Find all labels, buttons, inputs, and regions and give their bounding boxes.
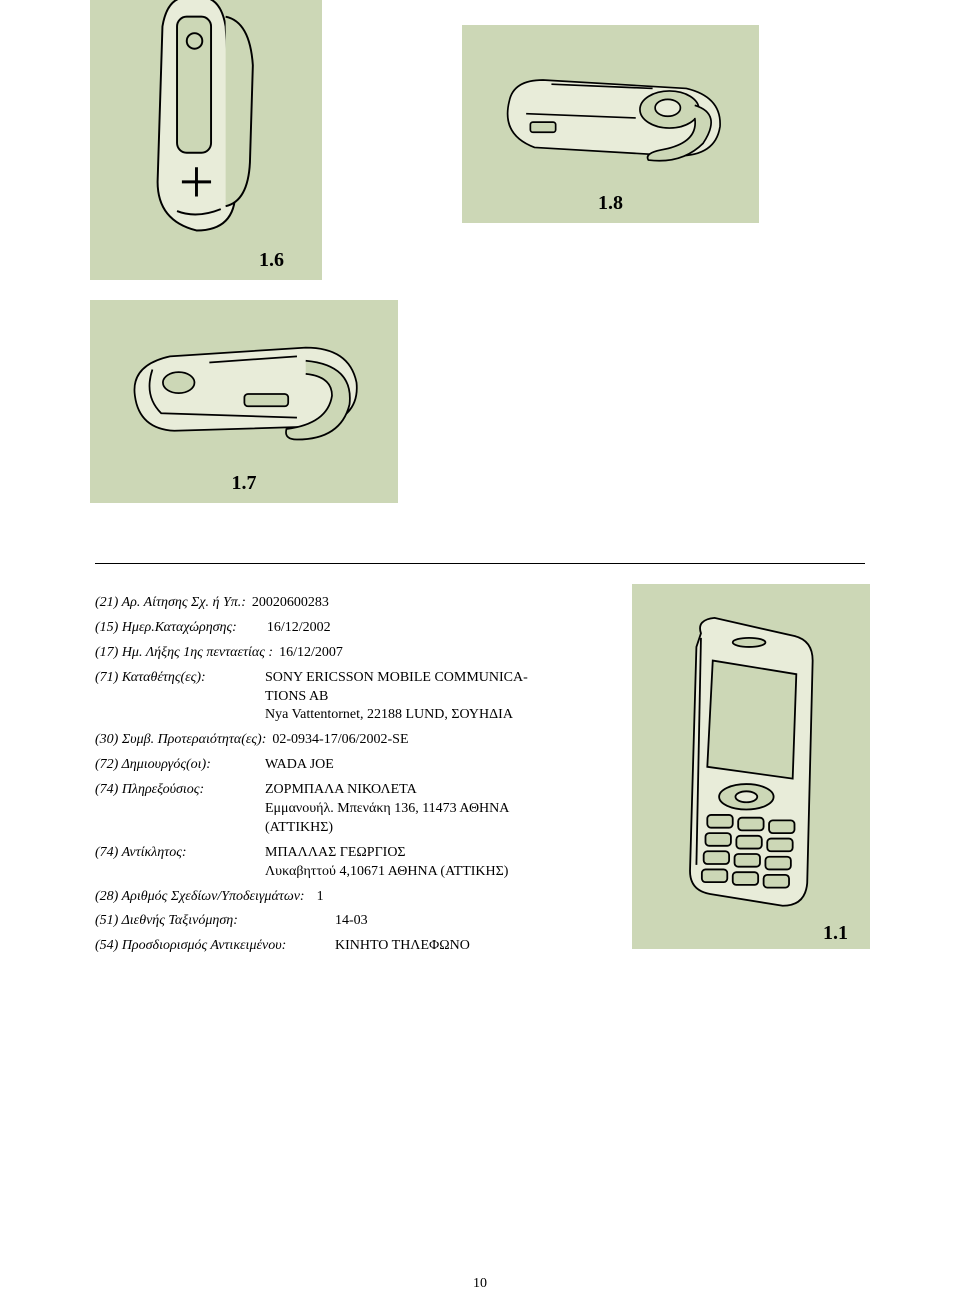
figures-area: 1.6 1.8 [0, 0, 960, 503]
field-71: (71) Καταθέτης(ες): SONY ERICSSON MOBILE… [95, 669, 592, 726]
figure-row-top: 1.6 1.8 [90, 0, 870, 280]
field-30: (30) Συμβ. Προτεραιότητα(ες): 02-0934-17… [95, 731, 592, 750]
field-15-key: (15) Ημερ.Καταχώρησης: [95, 619, 243, 638]
figure-label-1-6: 1.6 [259, 249, 284, 272]
figure-1-7: 1.7 [90, 300, 398, 503]
field-54: (54) Προσδιορισμός Αντικειμένου: ΚΙΝΗΤΟ … [95, 937, 592, 956]
field-74a-line2: Εμμανουήλ. Μπενάκη 136, 11473 ΑΘΗΝΑ [265, 800, 592, 819]
field-51-val: 14-03 [335, 912, 592, 931]
field-74a-line1: ΖΟΡΜΠΑΛΑ ΝΙΚΟΛΕΤΑ [265, 781, 592, 800]
field-51-key: (51) Διεθνής Ταξινόμηση: [95, 912, 335, 931]
field-21-val: 20020600283 [252, 594, 592, 613]
drawing-1-8 [484, 33, 737, 186]
figure-label-1-1: 1.1 [823, 922, 848, 945]
field-21: (21) Αρ. Αίτησης Σχ. ή Υπ.: 20020600283 [95, 594, 592, 613]
field-71-key: (71) Καταθέτης(ες): [95, 669, 265, 726]
field-71-line3: Nya Vattentornet, 22188 LUND, ΣΟΥΗΔΙΑ [265, 706, 592, 725]
field-30-key: (30) Συμβ. Προτεραιότητα(ες): [95, 731, 272, 750]
field-71-line2: TIONS AB [265, 688, 592, 707]
page-number: 10 [0, 1276, 960, 1292]
field-74b: (74) Αντίκλητος: ΜΠΑΛΛΑΣ ΓΕΩΡΓΙΟΣ Λυκαβη… [95, 844, 592, 882]
field-74b-line2: Λυκαβηττού 4,10671 ΑΘΗΝΑ (ΑΤΤΙΚΗΣ) [265, 863, 592, 882]
field-17-val: 16/12/2007 [279, 644, 592, 663]
figure-label-1-8: 1.8 [598, 192, 623, 215]
field-72-key: (72) Δημιουργός(οι): [95, 756, 265, 775]
field-74b-val: ΜΠΑΛΛΑΣ ΓΕΩΡΓΙΟΣ Λυκαβηττού 4,10671 ΑΘΗΝ… [265, 844, 592, 882]
field-28: (28) Αριθμός Σχεδίων/Υποδειγμάτων: 1 [95, 888, 592, 907]
figure-1-1: 1.1 [632, 584, 870, 949]
field-74a: (74) Πληρεξούσιος: ΖΟΡΜΠΑΛΑ ΝΙΚΟΛΕΤΑ Εμμ… [95, 781, 592, 838]
field-74b-line1: ΜΠΑΛΛΑΣ ΓΕΩΡΓΙΟΣ [265, 844, 592, 863]
field-72: (72) Δημιουργός(οι): WADA JOE [95, 756, 592, 775]
drawing-1-1 [651, 610, 851, 920]
field-71-val: SONY ERICSSON MOBILE COMMUNICA- TIONS AB… [265, 669, 592, 726]
field-54-key: (54) Προσδιορισμός Αντικειμένου: [95, 937, 335, 956]
field-74a-key: (74) Πληρεξούσιος: [95, 781, 265, 838]
field-74a-line3: (ΑΤΤΙΚΗΣ) [265, 819, 592, 838]
field-74b-key: (74) Αντίκλητος: [95, 844, 265, 882]
drawing-1-6 [109, 0, 303, 243]
field-71-line1: SONY ERICSSON MOBILE COMMUNICA- [265, 669, 592, 688]
field-74a-val: ΖΟΡΜΠΑΛΑ ΝΙΚΟΛΕΤΑ Εμμανουήλ. Μπενάκη 136… [265, 781, 592, 838]
figure-1-6: 1.6 [90, 0, 322, 280]
figure-label-1-7: 1.7 [232, 472, 257, 495]
field-28-val: 1 [311, 888, 592, 907]
figure-1-8: 1.8 [462, 25, 759, 223]
section-divider [95, 563, 865, 564]
drawing-1-7 [113, 308, 376, 466]
field-17: (17) Ημ. Λήξης 1ης πενταετίας : 16/12/20… [95, 644, 592, 663]
field-21-key: (21) Αρ. Αίτησης Σχ. ή Υπ.: [95, 594, 252, 613]
field-17-key: (17) Ημ. Λήξης 1ης πενταετίας : [95, 644, 279, 663]
field-15-val: 16/12/2002 [243, 619, 592, 638]
field-30-val: 02-0934-17/06/2002-SE [272, 731, 592, 750]
field-51: (51) Διεθνής Ταξινόμηση: 14-03 [95, 912, 592, 931]
record-text: (21) Αρ. Αίτησης Σχ. ή Υπ.: 20020600283 … [95, 594, 592, 959]
field-28-key: (28) Αριθμός Σχεδίων/Υποδειγμάτων: [95, 888, 311, 907]
record-area: (21) Αρ. Αίτησης Σχ. ή Υπ.: 20020600283 … [95, 594, 870, 959]
field-54-val: ΚΙΝΗΤΟ ΤΗΛΕΦΩΝΟ [335, 937, 592, 956]
field-15: (15) Ημερ.Καταχώρησης: 16/12/2002 [95, 619, 592, 638]
field-72-val: WADA JOE [265, 756, 592, 775]
